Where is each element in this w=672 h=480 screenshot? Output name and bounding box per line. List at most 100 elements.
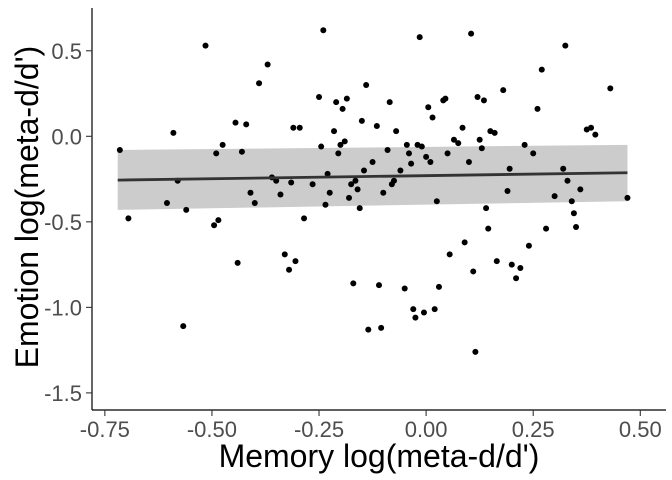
data-point: [116, 146, 123, 153]
data-point: [341, 138, 348, 145]
x-ticks: -0.75 -0.50 -0.25 0.00 0.25 0.50: [80, 410, 662, 442]
data-point: [444, 150, 451, 157]
data-point: [450, 136, 457, 143]
data-point: [472, 348, 479, 355]
data-point: [365, 326, 372, 333]
data-point: [485, 225, 492, 232]
data-point: [170, 129, 177, 136]
data-point: [331, 128, 338, 135]
data-point: [525, 242, 532, 249]
data-point: [562, 42, 569, 49]
data-point: [577, 186, 584, 193]
data-point: [551, 193, 558, 200]
data-point: [412, 314, 419, 321]
data-point: [397, 167, 404, 174]
data-point: [346, 194, 353, 201]
data-point: [506, 165, 513, 172]
data-point: [468, 30, 475, 37]
data-point: [384, 146, 391, 153]
data-point: [568, 198, 575, 205]
data-point: [343, 95, 350, 102]
data-point: [418, 143, 425, 150]
x-tick-label: -0.25: [294, 417, 344, 442]
data-point: [564, 177, 571, 184]
data-point: [339, 105, 346, 112]
data-point: [433, 198, 440, 205]
data-point: [427, 158, 434, 165]
data-point: [320, 27, 327, 34]
data-point: [410, 306, 417, 313]
data-point: [286, 266, 293, 273]
data-point: [318, 143, 325, 150]
data-point: [480, 97, 487, 104]
data-point: [290, 124, 297, 131]
regression-line: [117, 171, 628, 182]
data-point: [292, 258, 299, 265]
data-point: [333, 99, 340, 106]
data-point: [243, 121, 250, 128]
data-point: [405, 150, 412, 157]
y-tick-label: 0.5: [51, 39, 82, 64]
data-point: [508, 261, 515, 268]
data-point: [420, 309, 427, 316]
data-point: [624, 194, 631, 201]
data-point: [592, 131, 599, 138]
data-point: [403, 141, 410, 148]
data-point: [474, 93, 481, 100]
data-point: [373, 123, 380, 130]
data-point: [183, 206, 190, 213]
data-point: [470, 268, 477, 275]
data-point: [309, 181, 316, 188]
data-point: [607, 85, 614, 92]
data-point: [530, 150, 537, 157]
data-point: [125, 215, 132, 222]
data-point: [504, 188, 511, 195]
x-tick-label: 0.25: [512, 417, 555, 442]
data-point: [337, 141, 344, 148]
data-point: [401, 285, 408, 292]
points-layer: [116, 27, 631, 355]
data-point: [281, 251, 288, 258]
data-point: [517, 265, 524, 272]
data-point: [573, 223, 580, 230]
data-point: [350, 280, 357, 287]
x-axis-title: Memory log(meta-d/d'): [219, 438, 540, 474]
data-point: [570, 210, 577, 217]
data-point: [435, 283, 442, 290]
x-tick-label: -0.50: [187, 417, 237, 442]
data-point: [256, 80, 263, 87]
data-point: [324, 170, 331, 177]
data-point: [538, 66, 545, 73]
data-point: [277, 191, 284, 198]
data-point: [163, 200, 170, 207]
data-point: [455, 140, 462, 147]
data-point: [431, 306, 438, 313]
y-tick-label: -1.5: [44, 381, 82, 406]
data-point: [234, 259, 241, 266]
data-point: [322, 201, 329, 208]
x-tick-label: 0.00: [405, 417, 448, 442]
data-point: [326, 189, 333, 196]
data-point: [465, 158, 472, 165]
data-point: [588, 124, 595, 131]
data-point: [378, 324, 385, 331]
data-point: [408, 160, 415, 167]
data-point: [560, 165, 567, 172]
data-point: [369, 158, 376, 165]
data-point: [483, 205, 490, 212]
data-point: [491, 129, 498, 136]
fit-line-layer: [117, 171, 628, 182]
data-point: [219, 141, 226, 148]
data-point: [361, 167, 368, 174]
data-point: [352, 177, 359, 184]
data-point: [354, 186, 361, 193]
data-point: [493, 258, 500, 265]
data-point: [358, 117, 365, 124]
data-point: [500, 87, 507, 94]
data-point: [390, 177, 397, 184]
data-point: [386, 99, 393, 106]
data-point: [356, 205, 363, 212]
data-point: [425, 104, 432, 111]
y-tick-label: 0.0: [51, 124, 82, 149]
